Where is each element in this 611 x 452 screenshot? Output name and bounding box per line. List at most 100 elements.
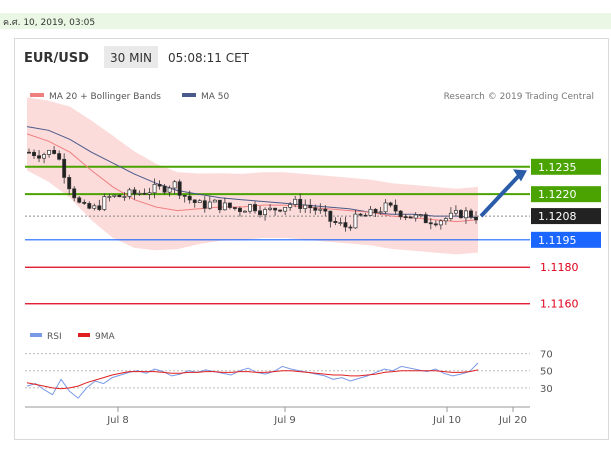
candle-body	[253, 204, 257, 212]
candle	[403, 214, 408, 221]
candle	[243, 210, 247, 213]
candle-body	[443, 218, 448, 222]
candle-body	[464, 210, 468, 219]
candle-body	[212, 199, 217, 203]
candle-body	[77, 197, 82, 203]
x-tick-label: Jul 9	[273, 415, 296, 426]
timeframe-box[interactable]	[104, 46, 158, 68]
candle-body	[162, 185, 167, 193]
candle-body	[57, 153, 62, 160]
level-label: 1.1160	[540, 298, 579, 311]
candle-body	[227, 202, 232, 208]
ma50-swatch	[182, 93, 196, 97]
candle	[298, 193, 303, 213]
candle	[348, 224, 353, 231]
symbol-label: EUR/USD	[24, 51, 89, 66]
candle	[318, 203, 323, 214]
candle-body	[222, 202, 227, 211]
candle-body	[418, 214, 423, 216]
ma20-swatch	[30, 93, 44, 97]
candle-body	[373, 208, 378, 214]
candle	[162, 184, 167, 195]
candle-body	[273, 207, 278, 211]
level-label: 1.1180	[540, 261, 579, 274]
rsi-tick-label: 30	[540, 384, 553, 395]
candle	[469, 208, 473, 220]
candle	[127, 187, 132, 200]
candle-body	[157, 184, 162, 187]
candle-body	[47, 149, 52, 155]
candle	[152, 178, 157, 199]
level-badge-label: 1.1208	[538, 210, 577, 223]
candle-body	[232, 207, 237, 209]
candle-body	[167, 187, 172, 193]
candle	[112, 194, 117, 198]
candle	[107, 193, 112, 202]
candle	[182, 194, 187, 203]
candle-body	[283, 206, 288, 212]
candle	[328, 210, 333, 228]
candles	[27, 146, 478, 232]
candle	[202, 196, 207, 213]
candle	[27, 148, 31, 154]
candle-body	[152, 184, 157, 194]
candle	[197, 199, 202, 203]
candle-body	[263, 209, 268, 216]
candle-body	[243, 210, 247, 213]
candle-body	[87, 203, 92, 209]
candle-body	[383, 202, 388, 213]
candle-body	[393, 204, 398, 212]
date-bar-text: ค.ศ. 10, 2019, 03:05	[3, 18, 96, 28]
candle-body	[413, 214, 418, 219]
candle	[343, 216, 348, 232]
candle	[222, 197, 227, 211]
candle	[187, 190, 192, 204]
candle-body	[423, 214, 428, 224]
candle	[227, 202, 232, 210]
candle-body	[67, 177, 72, 190]
candle-body	[308, 204, 313, 209]
level-badge-label: 1.1220	[538, 188, 577, 201]
candle	[132, 187, 137, 200]
candle-body	[268, 207, 273, 210]
candle-body	[127, 189, 132, 197]
timeframe-label: 30 MIN	[110, 51, 152, 65]
rsi-ma-line	[26, 369, 479, 390]
level-badges: 1.1235 1.1220 1.1208 1.1195 1.1180 1.1160	[531, 158, 601, 311]
ma50-line	[26, 126, 479, 219]
candle-body	[338, 222, 343, 224]
candle	[122, 192, 127, 201]
candle	[443, 217, 448, 225]
candle-body	[237, 207, 242, 212]
x-axis: Jul 8 Jul 9 Jul 10 Jul 20	[25, 406, 530, 426]
candle	[433, 220, 438, 227]
candle	[237, 206, 242, 217]
candle	[398, 210, 403, 220]
candle	[363, 213, 368, 217]
candle	[47, 149, 52, 158]
candle-body	[172, 181, 177, 189]
candle-body	[72, 188, 77, 199]
candle-body	[117, 194, 122, 198]
candle-body	[187, 195, 192, 201]
candle-body	[398, 210, 403, 217]
candle	[388, 201, 393, 208]
candle	[283, 206, 288, 215]
candle	[42, 152, 47, 164]
candle-body	[62, 158, 67, 178]
candle	[77, 196, 82, 204]
candle	[87, 201, 92, 210]
candle	[378, 207, 383, 215]
candle-body	[112, 194, 117, 197]
candle	[288, 202, 293, 211]
candle-body	[428, 222, 433, 225]
candle	[207, 196, 212, 210]
candle	[32, 149, 36, 159]
candle-body	[358, 213, 363, 216]
candle-body	[433, 223, 438, 226]
candle	[268, 204, 273, 212]
candle-body	[328, 210, 333, 222]
candle	[177, 179, 182, 200]
level-badge	[531, 186, 601, 203]
